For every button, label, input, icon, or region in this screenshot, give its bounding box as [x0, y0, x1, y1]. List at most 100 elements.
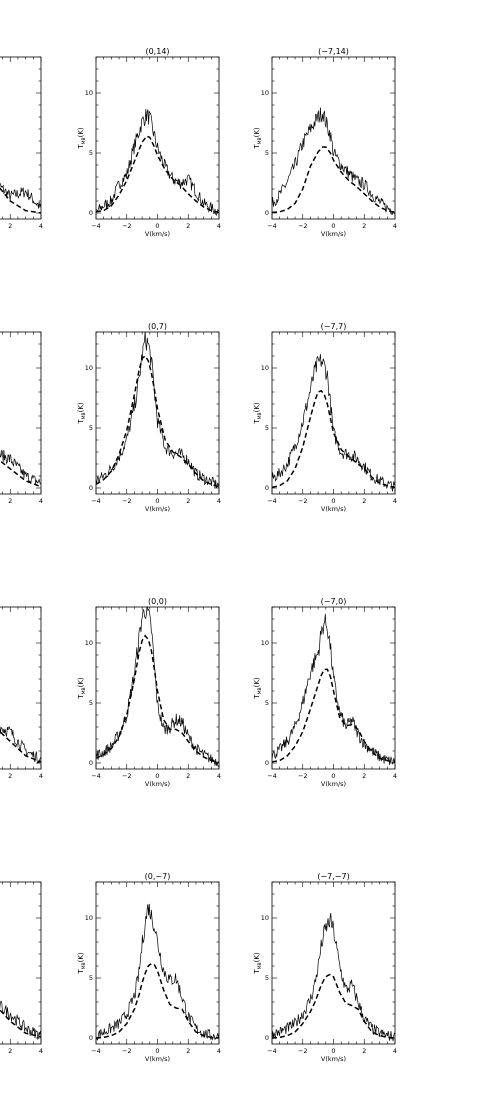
x-tick-label: 2 — [8, 222, 12, 230]
x-tick-label: 0 — [155, 497, 159, 505]
plot-frame — [0, 881, 42, 1045]
x-tick-label: −2 — [298, 222, 308, 230]
y-tick-label: 10 — [261, 364, 269, 372]
x-tick-label: 2 — [8, 1047, 12, 1055]
y-tick-label: 0 — [89, 484, 93, 492]
x-tick-label: 4 — [39, 222, 43, 230]
observed-spectrum-line — [0, 182, 41, 209]
y-tick-label: 5 — [89, 699, 93, 707]
x-tick-label: −2 — [122, 222, 132, 230]
plot-frame — [271, 56, 396, 220]
x-tick-label: 4 — [217, 222, 221, 230]
x-tick-label: 4 — [217, 1047, 221, 1055]
x-tick-label: 2 — [8, 497, 12, 505]
x-tick-label: −2 — [122, 1047, 132, 1055]
plot-frame — [95, 606, 220, 770]
x-tick-label: 4 — [393, 497, 397, 505]
x-tick-label: 2 — [186, 222, 190, 230]
spectrum-panel: −4 −2 0 2 4 0 5 10 (0,14) V(km/s) TMB(K) — [77, 47, 221, 238]
panel-title: (0,−7) — [145, 872, 171, 881]
x-tick-label: −4 — [91, 1047, 101, 1055]
plot-frame — [271, 881, 396, 1045]
y-tick-label: 5 — [89, 149, 93, 157]
x-tick-label: 2 — [186, 497, 190, 505]
x-axis-label: V(km/s) — [145, 780, 170, 788]
spectrum-panel: −4 −2 0 2 4 0 5 10 (−7,14) V(km/s) TMB(K) — [253, 47, 397, 238]
x-axis-label: V(km/s) — [145, 505, 170, 513]
plot-frame — [95, 881, 220, 1045]
spectrum-panel: −4 −2 0 2 4 0 5 10 (0,0) V(km/s) TMB(K) — [77, 597, 221, 788]
x-tick-label: 4 — [393, 222, 397, 230]
x-tick-label: −2 — [298, 497, 308, 505]
x-tick-label: 0 — [331, 772, 335, 780]
plot-frame — [271, 606, 396, 770]
y-tick-label: 5 — [265, 424, 269, 432]
y-tick-label: 5 — [89, 424, 93, 432]
model-spectrum-dashed-line — [96, 354, 219, 488]
y-tick-label: 10 — [261, 89, 269, 97]
x-tick-label: 0 — [155, 1047, 159, 1055]
model-spectrum-dashed-line — [0, 186, 41, 214]
plot-frame — [95, 56, 220, 220]
x-axis-label: V(km/s) — [145, 1055, 170, 1063]
spectrum-panel: −4 −2 0 2 4 0 5 10 (−7,7) V(km/s) TMB(K) — [253, 322, 397, 513]
plot-frame — [0, 331, 42, 495]
observed-spectrum-line — [272, 354, 395, 492]
x-tick-label: −4 — [267, 1047, 277, 1055]
plot-frame — [0, 56, 42, 220]
model-spectrum-dashed-line — [96, 634, 219, 764]
x-tick-label: −4 — [91, 497, 101, 505]
x-tick-label: 0 — [155, 772, 159, 780]
plot-frame — [271, 331, 396, 495]
y-tick-label: 10 — [85, 639, 93, 647]
plot-frame — [0, 606, 42, 770]
observed-spectrum-line — [96, 607, 219, 767]
x-axis-label: V(km/s) — [321, 230, 346, 238]
x-tick-label: 2 — [8, 772, 12, 780]
x-tick-label: −4 — [267, 222, 277, 230]
x-tick-label: 2 — [362, 772, 366, 780]
x-tick-label: −4 — [267, 497, 277, 505]
model-spectrum-dashed-line — [272, 389, 395, 489]
y-axis-label: TMB(K) — [77, 952, 87, 975]
x-axis-label: V(km/s) — [321, 780, 346, 788]
panel-title: (−7,0) — [321, 597, 347, 606]
y-axis-label: TMB(K) — [77, 402, 87, 425]
x-tick-label: −2 — [298, 1047, 308, 1055]
y-tick-label: 10 — [85, 89, 93, 97]
y-tick-label: 5 — [265, 699, 269, 707]
panel-title: (−7,7) — [321, 322, 347, 331]
y-axis-label: TMB(K) — [77, 677, 87, 700]
spectrum-panel: −4 −2 0 2 4 0 5 10 (0,7) V(km/s) TMB(K) — [77, 322, 221, 513]
y-axis-label: TMB(K) — [253, 127, 263, 150]
x-axis-label: V(km/s) — [321, 1055, 346, 1063]
y-tick-label: 5 — [265, 149, 269, 157]
y-axis-label: TMB(K) — [253, 402, 263, 425]
panel-title: (−7,14) — [318, 47, 349, 56]
x-tick-label: −2 — [122, 497, 132, 505]
y-tick-label: 10 — [85, 914, 93, 922]
x-tick-label: 4 — [217, 497, 221, 505]
y-tick-label: 5 — [265, 974, 269, 982]
observed-spectrum-line — [96, 903, 219, 1041]
observed-spectrum-line — [0, 726, 41, 765]
observed-spectrum-line — [272, 913, 395, 1042]
spectrum-panel: −4 −2 0 2 4 0 5 10 (0,−7) V(km/s) TMB(K) — [77, 872, 221, 1063]
y-tick-label: 0 — [89, 1034, 93, 1042]
y-axis-label: TMB(K) — [253, 952, 263, 975]
x-tick-label: 2 — [186, 1047, 190, 1055]
x-tick-label: 0 — [155, 222, 159, 230]
y-tick-label: 0 — [265, 759, 269, 767]
y-tick-label: 0 — [89, 759, 93, 767]
y-tick-label: 0 — [89, 209, 93, 217]
x-tick-label: 2 — [186, 772, 190, 780]
y-tick-label: 5 — [89, 974, 93, 982]
x-tick-label: 4 — [393, 1047, 397, 1055]
x-tick-label: 4 — [217, 772, 221, 780]
observed-spectrum-line — [0, 449, 41, 485]
x-axis-label: V(km/s) — [321, 505, 346, 513]
observed-spectrum-line — [272, 107, 395, 215]
x-tick-label: 0 — [331, 222, 335, 230]
